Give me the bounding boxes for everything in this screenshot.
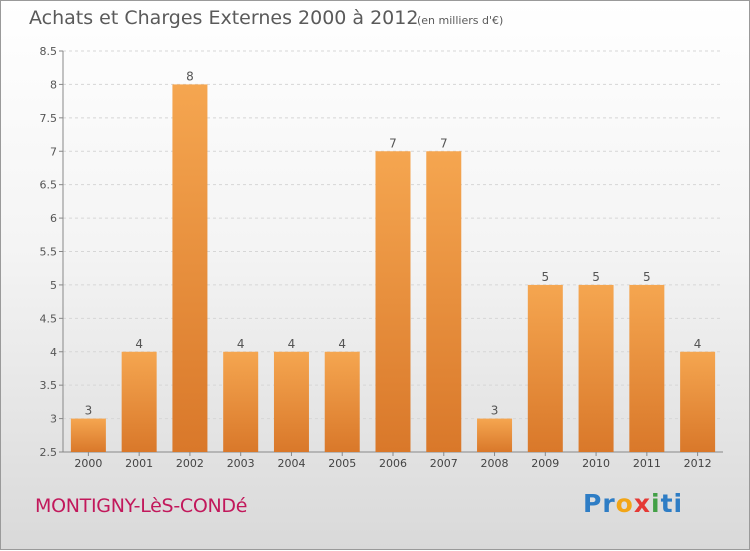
y-tick-label: 8	[50, 78, 57, 91]
x-tick-label: 2005	[328, 457, 356, 470]
x-tick-label: 2008	[481, 457, 509, 470]
x-tick-label: 2009	[531, 457, 559, 470]
data-label: 5	[592, 270, 600, 284]
logo-letter: x	[633, 489, 651, 518]
y-tick-label: 5.5	[40, 246, 58, 259]
chart-title: Achats et Charges Externes 2000 à 2012	[29, 7, 419, 29]
bar-2008	[477, 418, 513, 452]
y-tick-label: 2.5	[40, 446, 58, 459]
data-label: 7	[440, 136, 448, 150]
y-tick-label: 3.5	[40, 379, 58, 392]
logo-letter: o	[615, 489, 634, 518]
y-tick-label: 7	[50, 145, 57, 158]
y-tick-label: 6.5	[40, 179, 58, 192]
y-tick-label: 7.5	[40, 112, 58, 125]
bar-2001	[121, 351, 157, 452]
bar-2007	[426, 151, 462, 452]
y-tick-label: 3	[50, 413, 57, 426]
logo-letter: r	[602, 489, 616, 518]
axes: 2.5 3 3.5 4 4.5 5 5.5 6 6.5 7 7.5 8 8.5	[40, 45, 723, 459]
x-tick-label: 2002	[176, 457, 204, 470]
data-label: 5	[643, 270, 651, 284]
y-tick-label: 8.5	[40, 45, 58, 58]
data-label: 8	[186, 69, 194, 83]
commune-name: MONTIGNY-LèS-CONDé	[35, 495, 248, 517]
proxiti-logo: Proxiti	[583, 489, 683, 518]
bar-2006	[375, 151, 411, 452]
bar-2012	[680, 351, 716, 452]
data-label: 3	[85, 404, 93, 418]
logo-letter: t	[660, 489, 674, 518]
x-tick-label: 2000	[74, 457, 102, 470]
x-tick-label: 2011	[633, 457, 661, 470]
x-tick-label: 2007	[430, 457, 458, 470]
chart-unit: (en milliers d'€)	[417, 14, 504, 27]
bar-2004	[273, 351, 309, 452]
y-tick-label: 4	[50, 346, 57, 359]
data-label: 4	[135, 337, 143, 351]
data-label: 3	[491, 404, 499, 418]
x-tick-label: 2006	[379, 457, 407, 470]
bar-2002	[172, 84, 208, 453]
bar-2010	[578, 284, 614, 452]
logo-letter: P	[583, 489, 603, 518]
y-tick-label: 6	[50, 212, 57, 225]
data-label: 4	[694, 337, 702, 351]
labels: 2000 3 2001 4 2002 8 2003 4 2004 4 2005 4 2006 7 2007 7…	[74, 69, 711, 470]
bar-2000	[70, 418, 106, 452]
data-label: 4	[288, 337, 296, 351]
data-label: 4	[338, 337, 346, 351]
bar-2011	[629, 284, 665, 452]
data-label: 4	[237, 337, 245, 351]
data-label: 5	[541, 270, 549, 284]
bar-2003	[223, 351, 259, 452]
y-tick-label: 5	[50, 279, 57, 292]
x-tick-label: 2001	[125, 457, 153, 470]
bar-2005	[324, 351, 360, 452]
bar-2009	[527, 284, 563, 452]
x-tick-label: 2004	[277, 457, 305, 470]
x-tick-label: 2012	[684, 457, 712, 470]
x-tick-label: 2010	[582, 457, 610, 470]
bars	[70, 84, 716, 453]
logo-letter: i	[673, 489, 684, 518]
data-label: 7	[389, 136, 397, 150]
x-tick-label: 2003	[227, 457, 255, 470]
y-tick-label: 4.5	[40, 312, 58, 325]
logo-letter: i	[651, 489, 661, 518]
